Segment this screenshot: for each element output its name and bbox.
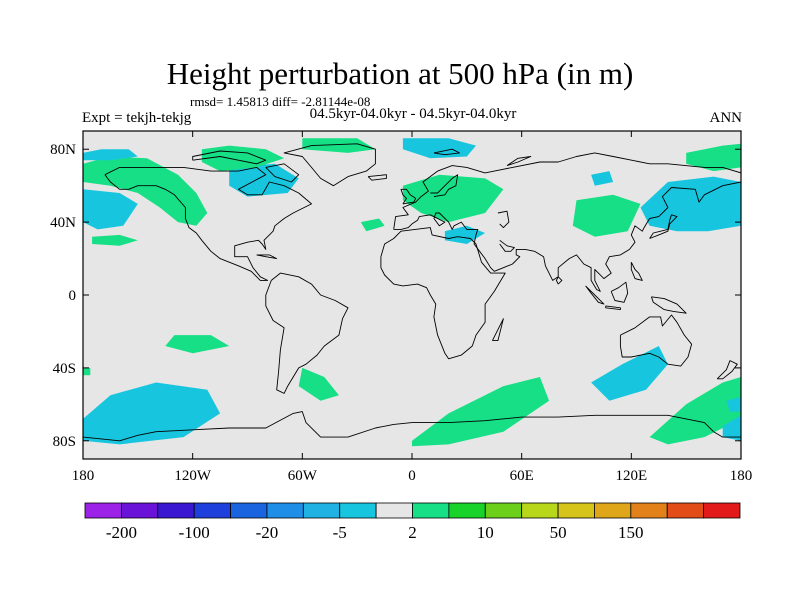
colorbar-swatch: [594, 502, 632, 519]
colorbar: -200 -100 -20 -5 2 10 50 150: [84, 502, 741, 542]
x-tick-label: 60W: [288, 468, 318, 484]
region-east-pacific-positive: [92, 234, 138, 246]
region-bering-positive: [686, 143, 741, 172]
africa-coastline: [380, 227, 506, 360]
region-west-edge-positive: [83, 367, 91, 376]
colorbar-swatch: [521, 502, 559, 519]
colorbar-label: 2: [408, 523, 417, 542]
region-east-asia-negative: [640, 176, 741, 232]
x-tick-label: 60E: [510, 468, 534, 484]
colorbar-swatch: [266, 502, 304, 519]
experiment-label: Expt = tekjh-tekjg: [82, 110, 192, 126]
region-australia-negative: [591, 346, 668, 401]
colorbar-swatch: [630, 502, 668, 519]
y-tick-label: 0: [69, 288, 77, 304]
comparison-label: 04.5kyr-04.0kyr - 04.5kyr-04.0kyr: [309, 106, 517, 122]
scandinavia-sea-coastline: [430, 174, 459, 198]
colorbar-swatch: [666, 502, 705, 519]
colorbar-swatch: [84, 502, 122, 519]
colorbar-label: -5: [333, 523, 347, 542]
indonesia-borneo-coastline: [610, 281, 629, 303]
region-ross-sea-positive: [649, 377, 741, 445]
svalbard-coastline: [433, 148, 460, 156]
colorbar-swatch: [448, 502, 486, 519]
region-nw-canada-negative: [83, 149, 138, 161]
coastlines: [83, 143, 741, 442]
region-north-atlantic-positive: [360, 218, 385, 232]
north-america-coastline: [104, 166, 312, 281]
baffin-coastline: [265, 163, 300, 183]
anomaly-regions: [83, 138, 741, 447]
y-tick-label: 40N: [50, 215, 76, 231]
x-tick-label: 120E: [615, 468, 647, 484]
madagascar-coastline: [491, 318, 504, 342]
plot-title: Height perturbation at 500 hPa (in m): [166, 56, 634, 91]
x-axis: 180 120W 60W 0 60E 120E 180: [72, 131, 753, 484]
britain-coastline: [400, 188, 417, 205]
indonesia-sumatra-coastline: [585, 285, 605, 305]
y-axis: 80N 40N 0 40S 80S: [50, 142, 741, 450]
caspian-coastline: [497, 210, 510, 229]
colorbar-label: -20: [256, 523, 279, 542]
region-greenland-positive: [302, 138, 376, 153]
y-tick-label: 40S: [53, 361, 76, 377]
x-tick-label: 0: [408, 468, 416, 484]
antarctica-coastline: [83, 411, 741, 442]
region-mediterranean-negative: [444, 225, 486, 244]
y-tick-label: 80S: [53, 434, 76, 450]
region-north-pacific-negative: [83, 189, 138, 230]
region-siberia-positive: [572, 194, 641, 237]
japan-coastline: [649, 214, 678, 239]
colorbar-swatch: [412, 502, 450, 519]
novaya-zemlya-coastline: [506, 156, 532, 167]
colorbar-swatch: [703, 502, 741, 519]
colorbar-swatch: [193, 502, 231, 519]
colorbar-swatch: [120, 502, 159, 519]
colorbar-swatch: [230, 502, 268, 519]
eurasia-coastline: [393, 152, 741, 292]
colorbar-swatch: [484, 502, 523, 519]
philippines-coastline: [630, 261, 643, 281]
colorbar-swatch: [375, 502, 413, 519]
arabia-gulf-coastline: [499, 239, 515, 252]
new-guinea-coastline: [650, 296, 687, 314]
colorbar-swatch: [557, 502, 595, 519]
colorbar-swatch: [157, 502, 195, 519]
australia-coastline: [619, 314, 693, 367]
indonesia-java-coastline: [605, 305, 621, 311]
colorbar-label: -100: [179, 523, 210, 542]
region-ross-sea-negative: [722, 415, 741, 441]
x-tick-label: 180: [72, 468, 95, 484]
new-zealand-coastline: [716, 360, 738, 380]
rmsd-diff-stats: rmsd= 1.45813 diff= -2.81144e-08: [190, 94, 371, 109]
canadian-archipelago-coastline: [192, 150, 267, 165]
colorbar-swatch: [339, 502, 377, 519]
x-tick-label: 180: [730, 468, 753, 484]
region-north-pacific-positive: [83, 156, 208, 226]
sri-lanka-coastline: [555, 276, 563, 285]
region-north-pacific-edge-negative: [726, 397, 741, 412]
colorbar-swatch: [302, 502, 341, 519]
region-south-pacific-negative: [83, 382, 221, 445]
region-southern-ocean-positive: [412, 377, 550, 447]
region-canada-positive: [201, 145, 285, 172]
cuba-coastline: [256, 254, 278, 260]
x-tick-label: 120W: [174, 468, 212, 484]
colorbar-label: 10: [477, 523, 494, 542]
region-south-atlantic-positive: [298, 367, 339, 401]
region-south-pacific-positive: [165, 335, 230, 354]
colorbar-label: 50: [550, 523, 567, 542]
iceland-coastline: [367, 174, 387, 181]
colorbar-label: 150: [618, 523, 644, 542]
south-america-coastline: [265, 272, 349, 394]
region-europe-positive: [402, 174, 504, 223]
season-label: ANN: [709, 110, 743, 126]
greenland-coastline: [283, 143, 376, 187]
y-tick-label: 80N: [50, 142, 76, 158]
colorbar-label: -200: [106, 523, 137, 542]
region-hudson-negative: [229, 163, 299, 197]
region-siberia-small-negative: [591, 171, 614, 186]
